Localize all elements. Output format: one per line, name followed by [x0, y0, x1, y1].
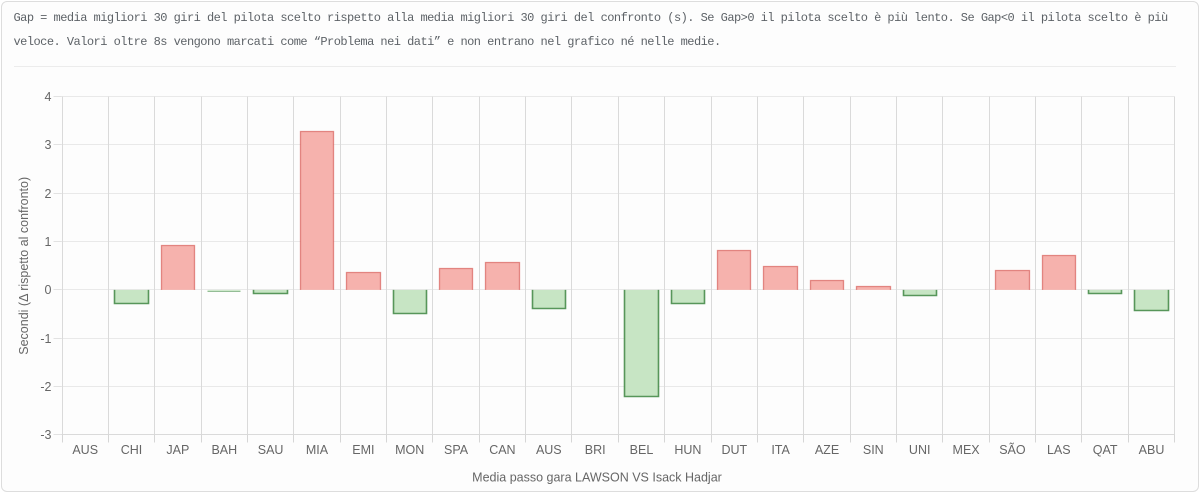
svg-text:4: 4 [45, 90, 52, 104]
svg-text:-3: -3 [40, 428, 51, 442]
svg-text:AUS: AUS [72, 443, 98, 457]
svg-text:UNI: UNI [909, 443, 931, 457]
svg-text:BEL: BEL [630, 443, 654, 457]
svg-text:SPA: SPA [444, 443, 469, 457]
svg-text:ABU: ABU [1139, 443, 1165, 457]
svg-text:SIN: SIN [863, 443, 884, 457]
svg-text:3: 3 [45, 138, 52, 152]
svg-text:EMI: EMI [352, 443, 374, 457]
svg-text:QAT: QAT [1093, 443, 1118, 457]
svg-text:ITA: ITA [771, 443, 790, 457]
svg-text:2: 2 [45, 187, 52, 201]
svg-text:AUS: AUS [536, 443, 562, 457]
svg-text:-2: -2 [40, 380, 51, 394]
svg-text:DUT: DUT [721, 443, 747, 457]
svg-text:AZE: AZE [815, 443, 839, 457]
svg-text:MON: MON [395, 443, 424, 457]
svg-text:CHI: CHI [121, 443, 143, 457]
svg-text:LAS: LAS [1047, 443, 1071, 457]
svg-text:MIA: MIA [306, 443, 329, 457]
svg-text:CAN: CAN [489, 443, 515, 457]
svg-text:SAU: SAU [258, 443, 284, 457]
svg-text:BAH: BAH [211, 443, 237, 457]
svg-text:1: 1 [45, 235, 52, 249]
svg-text:SÃO: SÃO [999, 443, 1026, 457]
svg-text:HUN: HUN [674, 443, 701, 457]
svg-text:BRI: BRI [585, 443, 606, 457]
svg-text:0: 0 [45, 283, 52, 297]
svg-text:JAP: JAP [166, 443, 189, 457]
svg-text:-1: -1 [40, 332, 51, 346]
svg-text:Media passo gara LAWSON VS Isa: Media passo gara LAWSON VS Isack Hadjar [472, 471, 722, 485]
svg-text:MEX: MEX [953, 443, 981, 457]
svg-text:Secondi (Δ rispetto al confron: Secondi (Δ rispetto al confronto) [17, 177, 31, 355]
